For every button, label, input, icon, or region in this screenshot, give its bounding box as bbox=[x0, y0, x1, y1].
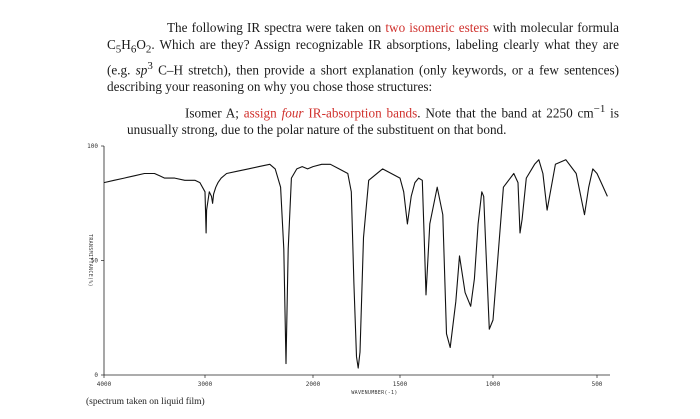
x-axis-label: WAVENUMBER(-1) bbox=[351, 390, 397, 396]
x-tick-label: 500 bbox=[592, 381, 603, 388]
y-tick-label: 0 bbox=[94, 372, 98, 379]
x-tick-label: 3000 bbox=[198, 381, 213, 388]
y-tick-label: 100 bbox=[87, 143, 98, 150]
x-tick-label: 4000 bbox=[97, 381, 112, 388]
y-tick-label: 50 bbox=[91, 258, 99, 265]
problem-statement: The following IR spectra were taken on t… bbox=[107, 20, 620, 94]
isomer-a-instruction: Isomer A; assign four IR-absorption band… bbox=[127, 103, 619, 137]
spectrum-trace bbox=[103, 159, 608, 369]
x-tick-label: 1000 bbox=[486, 381, 501, 388]
highlight-isomeric-esters: two isomeric esters bbox=[385, 20, 489, 35]
x-tick-label: 2000 bbox=[306, 381, 321, 388]
spectrum-caption: (spectrum taken on liquid film) bbox=[86, 397, 205, 407]
highlight-assign-bands: assign four IR-absorption bands bbox=[243, 105, 418, 121]
x-tick-label: 1500 bbox=[393, 381, 408, 388]
y-axis-label: TRANSMITTANCE(%) bbox=[87, 234, 93, 287]
